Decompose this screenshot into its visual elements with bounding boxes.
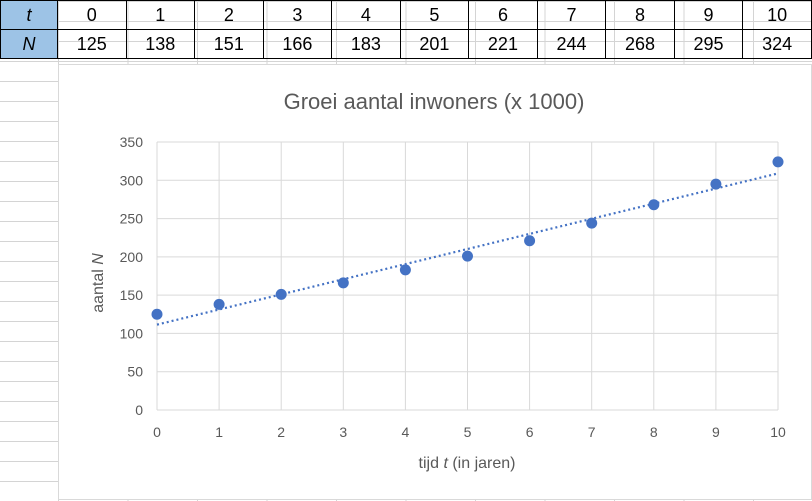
- cell-t-8[interactable]: 8: [605, 0, 675, 30]
- cell-t-4[interactable]: 4: [331, 0, 401, 30]
- data-point-7: [586, 217, 598, 229]
- table-row-n: N 125 138 151 166 183 201 221 244 268 295 324: [0, 29, 812, 59]
- cell-t-6[interactable]: 6: [468, 0, 538, 30]
- data-point-6: [524, 235, 536, 247]
- data-point-9: [710, 178, 722, 190]
- x-tick-label-8: 8: [650, 424, 658, 440]
- y-tick-label-6: 300: [120, 172, 144, 188]
- cell-n-9[interactable]: 295: [673, 29, 744, 59]
- x-tick-label-3: 3: [339, 424, 347, 440]
- data-point-10: [772, 156, 784, 168]
- data-point-3: [337, 277, 349, 289]
- cell-t-0[interactable]: 0: [57, 0, 127, 30]
- data-points: [151, 156, 784, 320]
- x-tick-label-7: 7: [588, 424, 596, 440]
- linear-trendline: [156, 172, 779, 326]
- cell-t-7[interactable]: 7: [536, 0, 607, 30]
- cell-n-4[interactable]: 183: [331, 29, 401, 59]
- x-tick-label-5: 5: [464, 424, 472, 440]
- y-axis-label-var: N: [90, 253, 107, 265]
- data-point-1: [213, 298, 225, 310]
- cell-n-10[interactable]: 324: [742, 29, 812, 59]
- cell-t-5[interactable]: 5: [399, 0, 470, 30]
- x-axis-label: tijd t (in jaren): [419, 455, 516, 472]
- y-tick-label-0: 0: [135, 402, 143, 418]
- cell-n-2[interactable]: 151: [194, 29, 264, 59]
- y-tick-label-2: 100: [120, 325, 144, 341]
- cell-t-2[interactable]: 2: [194, 0, 264, 30]
- x-tick-label-2: 2: [277, 424, 285, 440]
- y-tick-label-1: 50: [127, 364, 143, 380]
- x-tick-label-9: 9: [712, 424, 720, 440]
- x-tick-label-4: 4: [402, 424, 410, 440]
- y-axis-label-prefix: aantal: [90, 265, 107, 313]
- axis-tick-labels: 0 50 100 150 200 250 300 350 0 1 2 3 4 5 6 7 8 9 10: [120, 134, 786, 440]
- cell-n-5[interactable]: 201: [399, 29, 470, 59]
- x-tick-label-6: 6: [526, 424, 534, 440]
- chart-title: Groei aantal inwoners (x 1000): [284, 89, 585, 114]
- row-header-n[interactable]: N: [0, 29, 58, 59]
- cell-n-7[interactable]: 244: [536, 29, 607, 59]
- y-tick-label-3: 150: [120, 287, 144, 303]
- trendline: [156, 172, 779, 326]
- x-tick-label-0: 0: [153, 424, 161, 440]
- cell-t-3[interactable]: 3: [262, 0, 333, 30]
- cell-t-1[interactable]: 1: [125, 0, 196, 30]
- cell-t-10[interactable]: 10: [742, 0, 812, 30]
- data-table: t 0 1 2 3 4 5 6 7 8 9 10 N 125 138 151 166 183 201 221 24…: [0, 0, 812, 59]
- y-tick-label-4: 200: [120, 249, 144, 265]
- cell-n-3[interactable]: 166: [262, 29, 333, 59]
- cell-n-8[interactable]: 268: [605, 29, 675, 59]
- data-point-5: [462, 250, 473, 262]
- gridlines: [156, 141, 779, 411]
- cell-n-1[interactable]: 138: [125, 29, 196, 59]
- x-tick-label-1: 1: [215, 424, 223, 440]
- row-header-t[interactable]: t: [0, 0, 58, 30]
- y-tick-label-5: 250: [120, 211, 144, 227]
- cell-n-0[interactable]: 125: [57, 29, 127, 59]
- data-point-4: [399, 264, 411, 276]
- data-point-8: [648, 199, 660, 211]
- scatter-chart: Groei aantal inwoners (x 1000) 050100150…: [90, 89, 786, 472]
- cell-t-9[interactable]: 9: [673, 0, 744, 30]
- data-point-2: [275, 288, 287, 300]
- x-axis-label-suffix: (in jaren): [448, 455, 516, 472]
- chart-area[interactable]: Groei aantal inwoners (x 1000) 0 50 100 150…: [58, 64, 812, 500]
- cell-n-6[interactable]: 221: [468, 29, 538, 59]
- y-tick-label-7: 350: [120, 134, 144, 150]
- x-tick-label-10: 10: [770, 424, 786, 440]
- table-row-t: t 0 1 2 3 4 5 6 7 8 9 10: [0, 0, 812, 30]
- data-point-0: [151, 308, 163, 320]
- x-axis-label-var: t: [443, 455, 448, 472]
- x-axis-label-prefix: tijd: [419, 455, 444, 472]
- y-axis-label: aantal N: [90, 253, 107, 313]
